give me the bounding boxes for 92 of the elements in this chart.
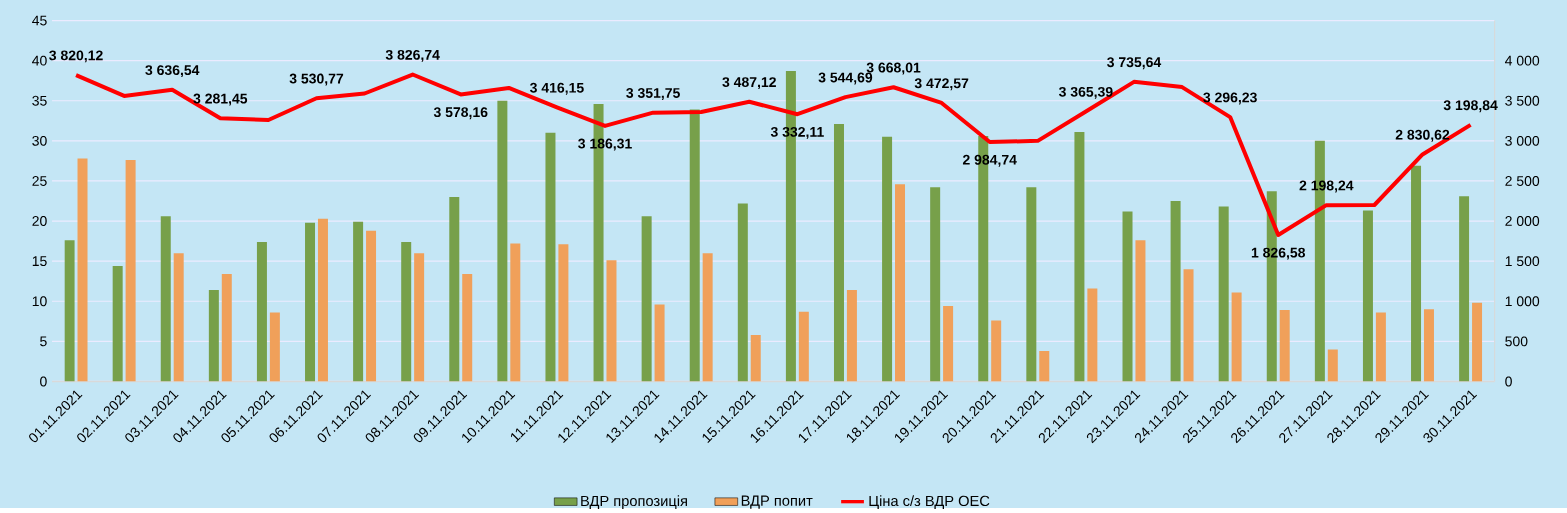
bar (1459, 196, 1470, 382)
bar (221, 273, 232, 382)
bar (510, 243, 521, 382)
bar (173, 252, 184, 382)
bar (353, 221, 364, 382)
y2-tick-label: 1 000 (1505, 296, 1540, 307)
data-label: 3 296,23 (1203, 92, 1257, 105)
data-label: 3 636,54 (145, 65, 200, 77)
bar (606, 260, 617, 382)
bar (991, 320, 1002, 382)
bar (160, 216, 171, 382)
bar (1039, 350, 1050, 382)
bar (1423, 309, 1434, 382)
bar (1026, 187, 1037, 382)
data-label: 3 365,39 (1058, 86, 1113, 99)
bar (77, 158, 88, 382)
bar (1279, 309, 1290, 382)
bar (882, 136, 893, 382)
data-label: 3 198,84 (1443, 100, 1498, 113)
bar (112, 265, 123, 382)
bar (366, 230, 377, 382)
bar (943, 305, 954, 382)
bar (1074, 131, 1085, 382)
bar (558, 244, 569, 382)
y2-tick-label: 3 500 (1505, 95, 1540, 106)
data-label: 3 416,15 (530, 82, 584, 95)
data-label: 3 487,12 (722, 76, 776, 89)
bar (269, 312, 280, 382)
y-tick-label: 30 (32, 135, 47, 146)
bar (1327, 349, 1338, 382)
bar (317, 218, 328, 382)
data-label: 2 830,62 (1395, 129, 1450, 142)
bar (1170, 200, 1181, 382)
bar (750, 334, 761, 382)
data-label: 3 826,74 (385, 49, 440, 62)
y-tick-label: 45 (32, 15, 47, 26)
bar (895, 184, 906, 382)
bar (1218, 206, 1229, 382)
bar (833, 123, 844, 382)
bar (545, 132, 556, 382)
bar (1411, 165, 1422, 382)
y-tick-label: 0 (40, 376, 47, 387)
bar (641, 216, 652, 382)
data-label: 3 530,77 (289, 73, 344, 86)
y-tick-label: 25 (32, 175, 47, 186)
data-label: 3 735,64 (1107, 57, 1162, 69)
bar (654, 304, 665, 382)
bar (737, 203, 748, 382)
y2-tick-label: 3 000 (1505, 135, 1540, 146)
y2-tick-label: 500 (1505, 336, 1528, 347)
bar (125, 159, 136, 382)
y2-tick-label: 0 (1505, 376, 1512, 387)
bar (305, 222, 316, 382)
y-tick-label: 40 (32, 55, 47, 66)
data-label: 3 820,12 (49, 50, 103, 63)
y2-tick-label: 2 000 (1505, 215, 1540, 226)
bar (1135, 240, 1146, 382)
data-label: 3 472,57 (914, 78, 969, 91)
y2-tick-label: 4 000 (1504, 55, 1540, 66)
bar (846, 289, 857, 382)
data-label: 3 281,45 (193, 93, 248, 106)
y-tick-label: 5 (40, 336, 47, 347)
bar (1362, 210, 1373, 382)
data-label: 3 351,75 (626, 87, 680, 100)
bar (1087, 288, 1098, 382)
bar (1231, 292, 1242, 382)
bar (798, 311, 809, 382)
legend-label: ВДР попит (741, 495, 813, 509)
y2-tick-label: 2 500 (1505, 175, 1540, 186)
bar (462, 273, 473, 382)
bar (256, 241, 267, 382)
bar (1375, 312, 1386, 382)
bar (1472, 302, 1483, 382)
legend-label: Ціна с/з ВДР ОЕС (869, 495, 990, 509)
y-tick-label: 10 (32, 296, 47, 307)
y-tick-label: 15 (32, 256, 47, 266)
bar (930, 187, 941, 382)
bar (64, 240, 75, 382)
bar (702, 252, 713, 382)
data-label: 3 544,69 (818, 72, 873, 85)
y-tick-label: 35 (32, 95, 47, 106)
legend-label: ВДР пропозиція (581, 495, 687, 509)
bar (449, 196, 460, 382)
y-tick-label: 20 (32, 215, 47, 226)
bar (208, 289, 219, 382)
y2-tick-label: 1 500 (1505, 256, 1540, 266)
data-label: 3 578,16 (433, 107, 488, 119)
bar (1183, 269, 1194, 382)
bar (497, 100, 508, 382)
bar (414, 252, 425, 382)
bar (1122, 211, 1133, 382)
bar (401, 241, 412, 382)
